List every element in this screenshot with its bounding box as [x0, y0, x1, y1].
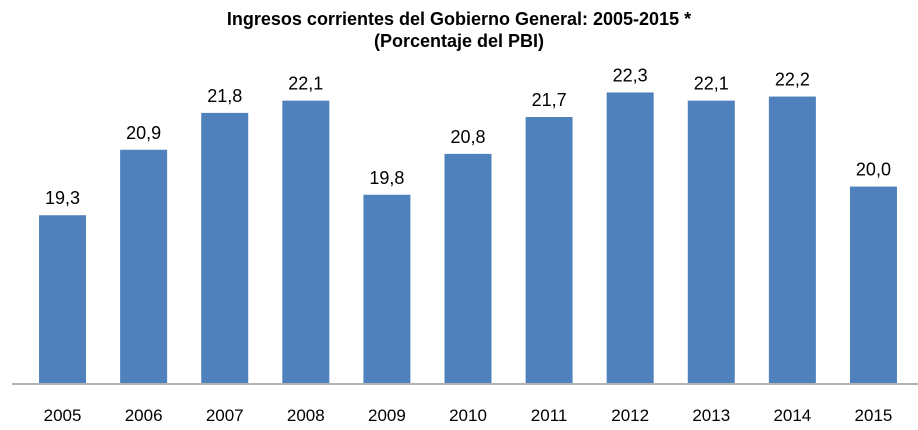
x-tick-label-2015: 2015 — [855, 406, 893, 425]
x-tick-label-2007: 2007 — [206, 406, 244, 425]
data-label-2012: 22,3 — [613, 65, 648, 85]
data-label-2010: 20,8 — [450, 127, 485, 147]
data-label-2008: 22,1 — [288, 74, 323, 94]
x-tick-label-2012: 2012 — [611, 406, 649, 425]
bar-2013 — [687, 100, 735, 383]
chart-title: Ingresos corrientes del Gobierno General… — [226, 9, 692, 29]
data-label-2013: 22,1 — [694, 74, 729, 94]
data-label-2011: 21,7 — [532, 90, 567, 110]
bar-2011 — [525, 117, 573, 384]
bar-2006 — [120, 149, 168, 383]
x-tick-label-2013: 2013 — [692, 406, 730, 425]
chart-subtitle: (Porcentaje del PBI) — [373, 31, 545, 51]
bar-2010 — [444, 153, 492, 383]
data-label-2005: 19,3 — [45, 188, 80, 208]
bar-2009 — [363, 194, 411, 383]
data-label-2006: 20,9 — [126, 123, 161, 143]
x-tick-label-2008: 2008 — [287, 406, 325, 425]
bar-2008 — [282, 100, 330, 383]
data-label-2009: 19,8 — [369, 168, 404, 188]
bar-2005 — [39, 215, 87, 383]
x-tick-label-2011: 2011 — [531, 406, 568, 425]
x-tick-label-2005: 2005 — [44, 406, 82, 425]
data-label-2014: 22,2 — [775, 70, 810, 90]
data-label-2015: 20,0 — [856, 160, 891, 180]
x-tick-label-2010: 2010 — [449, 406, 487, 425]
bar-2012 — [606, 92, 654, 384]
x-tick-label-2014: 2014 — [773, 406, 811, 425]
x-tick-label-2006: 2006 — [125, 406, 163, 425]
x-tick-label-2009: 2009 — [368, 406, 406, 425]
bar-2015 — [849, 186, 897, 383]
bar-2007 — [201, 112, 249, 383]
data-label-2007: 21,8 — [207, 86, 242, 106]
bar-2014 — [768, 96, 816, 383]
